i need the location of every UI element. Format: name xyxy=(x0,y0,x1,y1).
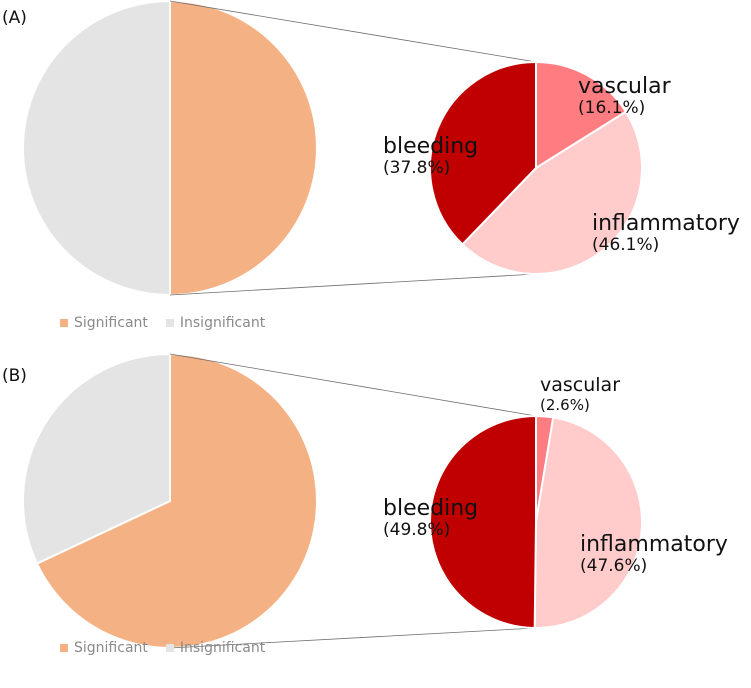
legend-item-insignificant-a: Insignificant xyxy=(165,315,266,331)
detail-name-vascular-a: vascular xyxy=(578,74,671,99)
panel-label-b: (B) xyxy=(2,366,27,386)
legend-swatch-insignificant-b xyxy=(165,644,174,652)
legend-text-insignificant-b: Insignificant xyxy=(179,640,266,656)
main-slice-significant-b xyxy=(35,352,318,649)
detail-label-bleeding-a: bleeding (37.8%) xyxy=(383,134,478,179)
detail-name-bleeding-a: bleeding xyxy=(383,134,479,159)
connector-line-top-b xyxy=(169,353,537,417)
main-slice-significant-a xyxy=(169,0,318,297)
detail-name-inflammatory-a: inflammatory xyxy=(592,211,740,236)
chart-panel-b: (B) vascular (2.6%) bleeding (49.8%) inf… xyxy=(0,344,751,688)
detail-pct-vascular-b: (2.6%) xyxy=(540,395,590,414)
detail-pct-bleeding-b: (49.8%) xyxy=(383,520,451,541)
detail-label-inflammatory-b: inflammatory (47.6%) xyxy=(580,532,728,577)
legend-swatch-significant-a xyxy=(60,319,68,327)
legend-b: Significant Insignificant xyxy=(60,640,265,656)
detail-pct-inflammatory-a: (46.1%) xyxy=(592,235,660,256)
detail-label-vascular-b: vascular (2.6%) xyxy=(540,374,621,414)
main-slice-insignificant-a xyxy=(22,0,171,297)
legend-item-significant-b: Significant xyxy=(60,640,148,656)
detail-label-bleeding-b: bleeding (49.8%) xyxy=(383,496,478,541)
detail-slice-bleeding-b xyxy=(429,414,537,630)
pie-of-pie-chart-b xyxy=(22,352,643,649)
pie-of-pie-chart-a xyxy=(22,0,643,297)
detail-slice-vascular-a xyxy=(535,60,628,170)
connector-line-bottom-b xyxy=(169,627,537,649)
legend-text-significant-a: Significant xyxy=(74,315,148,331)
connector-line-top-a xyxy=(169,0,537,63)
detail-pct-inflammatory-b: (47.6%) xyxy=(580,556,648,577)
detail-name-vascular-b: vascular xyxy=(540,374,621,396)
detail-label-vascular-a: vascular (16.1%) xyxy=(578,74,671,119)
legend-swatch-significant-b xyxy=(60,644,68,652)
detail-pct-bleeding-a: (37.8%) xyxy=(383,158,451,179)
detail-label-inflammatory-a: inflammatory (46.1%) xyxy=(592,211,740,256)
detail-slice-bleeding-a xyxy=(429,60,537,246)
legend-text-significant-b: Significant xyxy=(74,640,148,656)
detail-slice-inflammatory-b xyxy=(533,416,643,629)
legend-text-insignificant-a: Insignificant xyxy=(179,315,266,331)
legend-item-insignificant-b: Insignificant xyxy=(165,640,266,656)
legend-swatch-insignificant-a xyxy=(165,319,174,327)
panel-label-a: (A) xyxy=(2,8,27,28)
legend-a: Significant Insignificant xyxy=(60,315,265,331)
detail-name-bleeding-b: bleeding xyxy=(383,496,479,521)
detail-slice-inflammatory-a xyxy=(461,110,643,275)
detail-pct-vascular-a: (16.1%) xyxy=(578,98,646,119)
main-slice-insignificant-b xyxy=(22,352,171,565)
detail-name-inflammatory-b: inflammatory xyxy=(580,532,728,557)
legend-item-significant-a: Significant xyxy=(60,315,148,331)
chart-panel-a: (A) vascular (16.1%) bleeding (37.8%) in… xyxy=(2,0,740,331)
connector-line-bottom-a xyxy=(169,273,537,296)
